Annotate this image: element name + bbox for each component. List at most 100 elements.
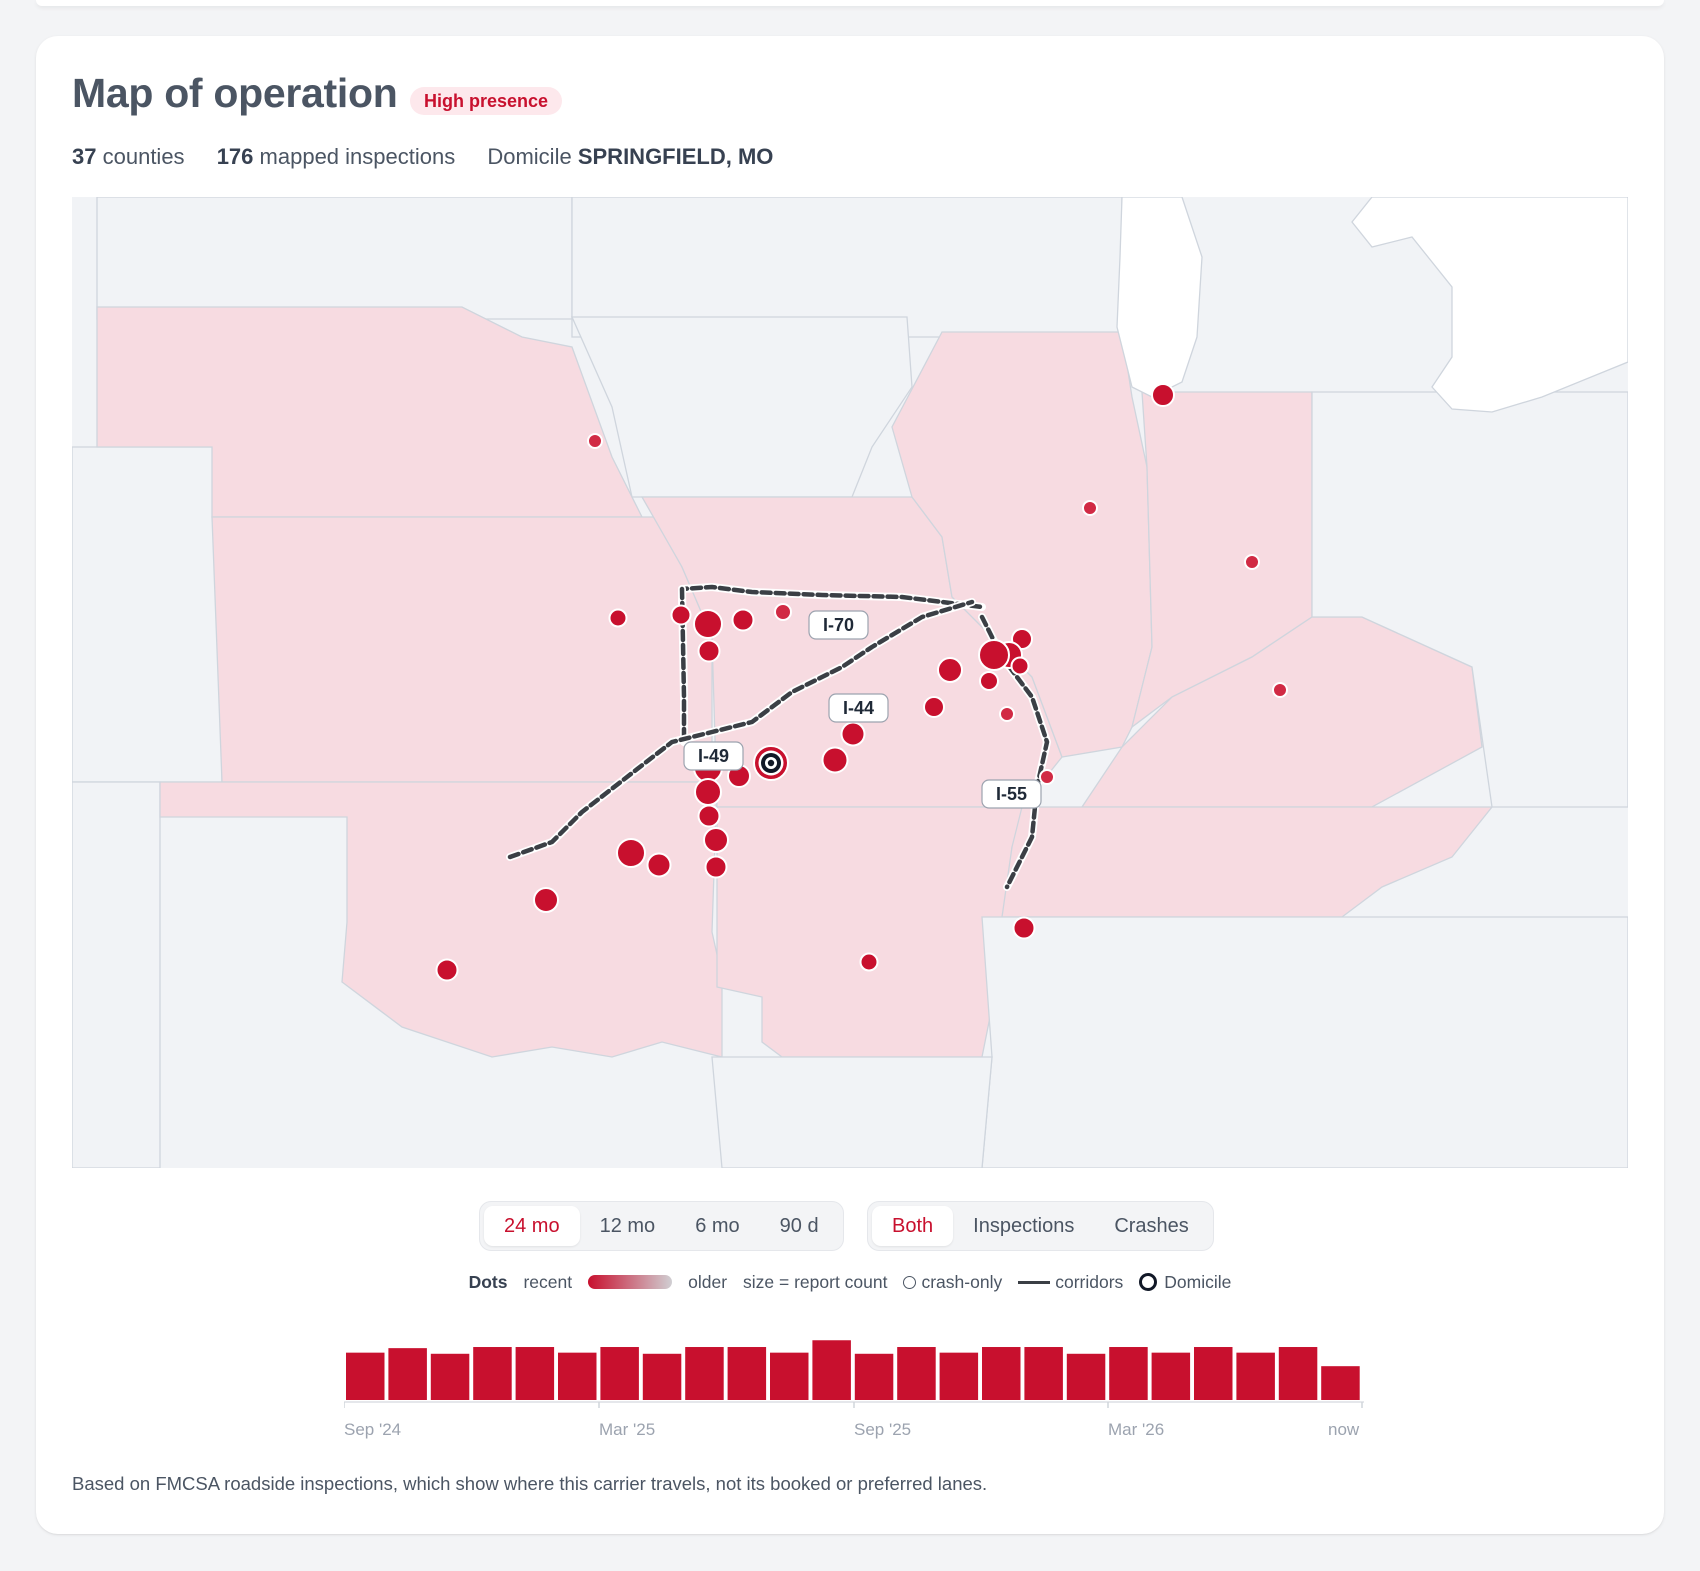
timeline-bar[interactable]: [642, 1353, 682, 1400]
inspection-dot[interactable]: [693, 609, 723, 639]
timeline-histogram: [344, 1340, 1364, 1408]
inspection-dot[interactable]: [1010, 656, 1030, 676]
route-label-i49: I-49: [683, 741, 744, 771]
state-shape: [571, 197, 1123, 338]
counties-label: counties: [102, 144, 185, 169]
axis-label: Mar '25: [599, 1420, 656, 1439]
inspection-dot[interactable]: [616, 838, 646, 868]
range-option-6mo[interactable]: 6 mo: [695, 1215, 740, 1237]
legend-recent-label: recent: [523, 1271, 573, 1292]
footnote: Based on FMCSA roadside inspections, whi…: [72, 1473, 988, 1494]
timeline-bar[interactable]: [685, 1347, 724, 1400]
range-option-24mo[interactable]: 24 mo: [484, 1206, 580, 1246]
inspection-dot[interactable]: [608, 608, 628, 628]
range-option-12mo[interactable]: 12 mo: [599, 1215, 656, 1237]
timeline-bar[interactable]: [854, 1353, 894, 1400]
hollow-circle-icon: [903, 1275, 917, 1289]
route-label-i55: I-55: [981, 779, 1042, 809]
timeline-bar[interactable]: [770, 1352, 809, 1400]
presence-badge: High presence: [410, 87, 563, 115]
state-shape: [96, 306, 644, 518]
axis-label: Mar '26: [1108, 1420, 1165, 1439]
state-shape: [72, 781, 161, 1168]
route-label-i70: I-70: [808, 610, 869, 640]
inspection-dot[interactable]: [1039, 769, 1055, 785]
timeline-bar[interactable]: [1024, 1347, 1063, 1400]
inspection-dot[interactable]: [937, 657, 963, 683]
timeline-bar[interactable]: [1236, 1352, 1275, 1400]
top-strip: [36, 0, 1664, 6]
route-label-text: I-44: [843, 698, 874, 718]
inspection-dot[interactable]: [646, 852, 672, 878]
timeline-bar[interactable]: [1109, 1347, 1148, 1400]
inspection-dot[interactable]: [1272, 682, 1288, 698]
type-option-crashes[interactable]: Crashes: [1114, 1215, 1189, 1237]
domicile-ring-icon: [1139, 1273, 1158, 1291]
inspections-label: mapped inspections: [259, 144, 456, 169]
legend-corridors-label: corridors: [1055, 1271, 1124, 1292]
inspection-dot[interactable]: [697, 804, 721, 828]
timeline-bar[interactable]: [812, 1340, 851, 1400]
legend-corridors: corridors: [1018, 1272, 1123, 1293]
inspection-dot[interactable]: [704, 855, 728, 879]
timeline-bar[interactable]: [939, 1352, 979, 1400]
timeline-bar[interactable]: [558, 1352, 597, 1400]
inspection-dot[interactable]: [1012, 916, 1036, 940]
inspection-dot[interactable]: [859, 952, 879, 972]
inspection-dot[interactable]: [731, 608, 755, 632]
operation-map[interactable]: I-70 I-44 I-49 I-55: [72, 197, 1628, 1168]
legend-older-label: older: [688, 1271, 728, 1292]
state-shape: [570, 316, 913, 498]
domicile-value: SPRINGFIELD, MO: [577, 144, 774, 169]
axis-label: Sep '24: [344, 1420, 402, 1439]
timeline-bar[interactable]: [600, 1347, 639, 1400]
timeline-bar[interactable]: [473, 1347, 512, 1400]
timeline-bar[interactable]: [897, 1347, 936, 1400]
inspection-dot[interactable]: [697, 639, 721, 663]
timeline-bar[interactable]: [1278, 1347, 1318, 1400]
timeline-bar[interactable]: [982, 1347, 1021, 1400]
type-option-both[interactable]: Both: [872, 1206, 954, 1246]
inspection-dot[interactable]: [999, 706, 1015, 722]
timeline-bar[interactable]: [1321, 1366, 1360, 1400]
axis-label: Sep '25: [854, 1420, 912, 1439]
inspection-dot[interactable]: [978, 639, 1010, 671]
inspection-dot[interactable]: [694, 778, 722, 806]
range-option-90d[interactable]: 90 d: [779, 1215, 819, 1237]
inspection-dot[interactable]: [923, 696, 945, 718]
map-svg: I-70 I-44 I-49 I-55: [72, 197, 1628, 1168]
timeline-bar[interactable]: [388, 1348, 427, 1400]
inspections-value: 176: [216, 144, 254, 169]
map-of-operation-card: Map of operation High presence 37 counti…: [36, 36, 1664, 1534]
card-title: Map of operation: [72, 70, 398, 116]
timeline-bar[interactable]: [1066, 1353, 1106, 1400]
timeline-bar[interactable]: [346, 1352, 385, 1400]
timeline-bar[interactable]: [727, 1347, 767, 1400]
inspection-dot[interactable]: [435, 958, 459, 982]
inspection-dot[interactable]: [840, 721, 866, 747]
inspection-dot[interactable]: [703, 827, 729, 853]
inspection-dot[interactable]: [587, 433, 603, 449]
axis-label: now: [1328, 1420, 1360, 1439]
timeline-bar[interactable]: [1194, 1347, 1233, 1400]
timeline-bar[interactable]: [1151, 1352, 1191, 1400]
domicile-stat: Domicile SPRINGFIELD, MO: [487, 144, 773, 169]
timeline-bar[interactable]: [515, 1347, 555, 1400]
inspection-dot[interactable]: [670, 604, 692, 626]
domicile-marker[interactable]: [753, 745, 789, 781]
inspections-stat: 176 mapped inspections: [217, 144, 456, 169]
corridor-i44: [507, 599, 975, 860]
inspection-dot[interactable]: [533, 887, 559, 913]
legend-crash-only: crash-only: [903, 1272, 1002, 1293]
type-option-inspections[interactable]: Inspections: [973, 1215, 1075, 1237]
inspection-dot[interactable]: [1082, 500, 1098, 516]
line-icon: [1018, 1280, 1051, 1284]
timeline-bar[interactable]: [430, 1353, 470, 1400]
state-shape: [891, 331, 1153, 758]
time-range-toggle: 24 mo 12 mo 6 mo 90 d: [479, 1201, 844, 1251]
inspection-dot[interactable]: [1244, 554, 1260, 570]
inspection-dot[interactable]: [979, 671, 999, 691]
inspection-dot[interactable]: [821, 746, 849, 774]
inspection-dot[interactable]: [774, 603, 792, 621]
inspection-dot[interactable]: [1151, 383, 1175, 407]
